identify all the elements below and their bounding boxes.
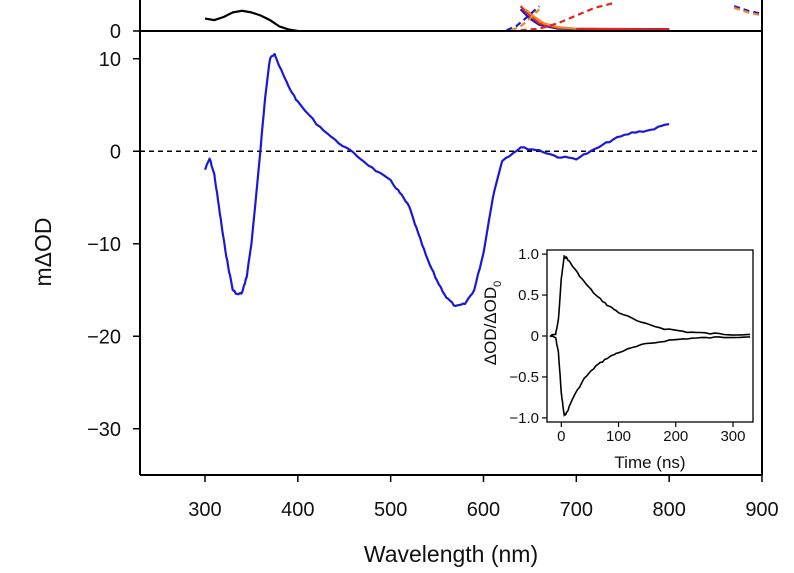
top-series-line-5 xyxy=(510,8,540,31)
inset-y-tick-label: −1.0 xyxy=(509,410,539,427)
x-tick-label: 900 xyxy=(745,499,778,521)
inset-x-axis-title: Time (ns) xyxy=(614,453,685,472)
inset-y-axis-title: ΔOD/ΔOD xyxy=(481,287,500,365)
top-series-line-4 xyxy=(506,5,540,31)
inset-y-tick-label: 0.5 xyxy=(518,287,539,304)
y-tick-label: 0 xyxy=(110,141,121,163)
inset-y-axis-subscript: 0 xyxy=(492,281,504,287)
inset-x-tick-label: 0 xyxy=(557,428,565,445)
inset-series-line-1 xyxy=(549,335,751,418)
inset-x-tick-label: 300 xyxy=(720,428,745,445)
top-series-line-1 xyxy=(519,8,670,31)
x-tick-label: 700 xyxy=(560,499,593,521)
top-series-line-7 xyxy=(733,5,762,15)
y-tick-label: −10 xyxy=(87,234,121,256)
x-tick-label: 800 xyxy=(652,499,685,521)
inset-x-tick-label: 100 xyxy=(606,428,631,445)
y-tick-label: 10 xyxy=(99,49,121,71)
top-y-tick-label: 0 xyxy=(110,21,121,43)
inset-series xyxy=(549,254,751,418)
top-series-line-3 xyxy=(524,8,577,30)
x-tick-label: 600 xyxy=(467,499,500,521)
x-axis-title: Wavelength (nm) xyxy=(364,541,538,567)
top-series-line-8 xyxy=(733,6,762,17)
inset-axis-ticks: 0 100 200 300 1.0 0.5 0 −0.5 −1.0 xyxy=(509,246,745,445)
top-axis-ticks: 0 xyxy=(110,21,140,43)
inset-x-tick-label: 200 xyxy=(663,428,688,445)
top-series-line-0 xyxy=(204,9,298,31)
main-panel-series xyxy=(140,52,762,307)
inset-series-line-0 xyxy=(549,254,751,337)
inset-y-tick-label: 1.0 xyxy=(518,246,539,263)
y-tick-label: −20 xyxy=(87,326,121,348)
x-tick-label: 400 xyxy=(281,499,314,521)
inset-y-axis-title-group: ΔOD/ΔOD0 xyxy=(481,281,504,366)
top-series-line-6 xyxy=(520,2,614,31)
y-axis-title: mΔOD xyxy=(30,217,56,286)
x-tick-label: 300 xyxy=(188,499,221,521)
inset-y-tick-label: 0 xyxy=(531,328,539,345)
inset-background xyxy=(546,249,754,423)
y-tick-label: −30 xyxy=(87,419,121,441)
x-tick-label: 500 xyxy=(374,499,407,521)
inset-y-tick-label: −0.5 xyxy=(509,369,539,386)
main-series-line-0 xyxy=(203,52,670,307)
top-panel-series xyxy=(204,2,762,31)
